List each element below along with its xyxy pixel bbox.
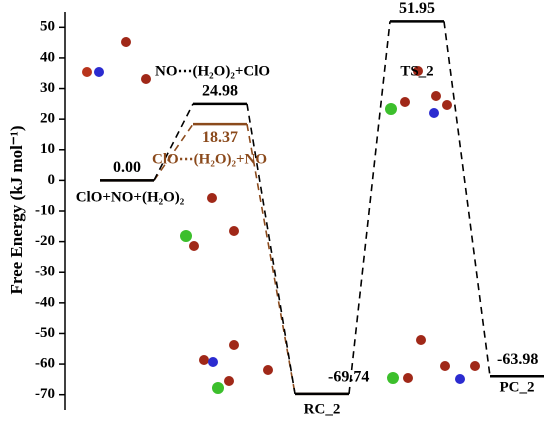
connector bbox=[153, 103, 194, 181]
y-tick-label: -50 bbox=[35, 325, 55, 341]
atom bbox=[442, 100, 452, 110]
atom bbox=[224, 376, 234, 386]
state-label: TS_2 bbox=[400, 63, 433, 79]
atom bbox=[263, 365, 273, 375]
atom bbox=[180, 230, 192, 242]
atom bbox=[208, 357, 218, 367]
connector bbox=[443, 21, 491, 377]
value-label: -63.98 bbox=[497, 351, 538, 368]
atom bbox=[207, 193, 217, 203]
y-tick-label: 20 bbox=[40, 111, 55, 127]
connector bbox=[348, 21, 391, 394]
series-name: ClO⋯(H₂O)₂+NO bbox=[152, 151, 267, 167]
atom bbox=[229, 226, 239, 236]
state-label: ClO+NO+(H₂O)₂ bbox=[76, 189, 185, 205]
molecules bbox=[82, 37, 480, 394]
y-tick-label: 0 bbox=[48, 172, 56, 188]
value-label: 0.00 bbox=[113, 159, 141, 176]
atom bbox=[387, 372, 399, 384]
state-label: PC_2 bbox=[500, 379, 535, 395]
y-tick-label: -60 bbox=[35, 356, 55, 372]
y-tick-label: -20 bbox=[35, 233, 55, 249]
y-tick-label: 40 bbox=[40, 49, 55, 65]
atom bbox=[385, 103, 397, 115]
atom bbox=[94, 67, 104, 77]
atom bbox=[189, 241, 199, 251]
y-tick-label: -40 bbox=[35, 294, 55, 310]
atom bbox=[141, 74, 151, 84]
value-label: 51.95 bbox=[399, 0, 435, 17]
y-axis-label: Free Energy (kJ mol⁻¹) bbox=[7, 125, 26, 294]
atom bbox=[82, 67, 92, 77]
value-label: 18.37 bbox=[202, 129, 238, 146]
y-tick-label: 50 bbox=[40, 19, 55, 35]
state-label: RC_2 bbox=[304, 401, 341, 417]
atom bbox=[429, 108, 439, 118]
connector bbox=[246, 103, 296, 395]
atom bbox=[212, 382, 224, 394]
y-tick-label: -70 bbox=[35, 386, 55, 402]
y-tick-label: 30 bbox=[40, 80, 55, 96]
connector bbox=[246, 124, 296, 395]
series-name: NO⋯(H₂O)₂+ClO bbox=[155, 63, 270, 79]
atom bbox=[455, 374, 465, 384]
atom bbox=[416, 335, 426, 345]
atom bbox=[470, 361, 480, 371]
atom bbox=[400, 97, 410, 107]
y-tick-label: -30 bbox=[35, 264, 55, 280]
y-tick-label: -10 bbox=[35, 202, 55, 218]
atom bbox=[413, 66, 423, 76]
atom bbox=[229, 340, 239, 350]
atom bbox=[431, 91, 441, 101]
value-label: -69.74 bbox=[328, 369, 369, 386]
atom bbox=[199, 355, 209, 365]
atom bbox=[440, 361, 450, 371]
atom bbox=[121, 37, 131, 47]
atom bbox=[403, 373, 413, 383]
y-tick-label: 10 bbox=[40, 141, 55, 157]
value-label: 24.98 bbox=[202, 83, 238, 100]
